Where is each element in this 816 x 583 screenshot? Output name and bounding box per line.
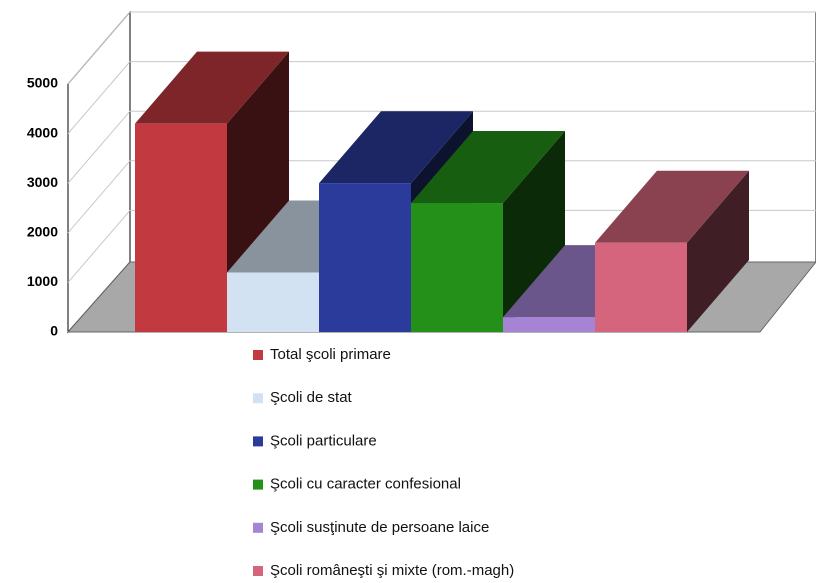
y-tick-label: 3000 [27,174,58,190]
bar [319,183,411,332]
bar-top [319,111,473,184]
grid-line [67,61,131,134]
legend-swatch [253,393,263,404]
legend-swatch [253,350,263,360]
grid-line [67,210,131,283]
y-tick-label: 5000 [27,75,58,91]
legend-swatch [253,522,263,533]
bar [135,123,227,333]
bar-top [411,131,565,204]
legend-label: Şcoli susţinute de persoane laice [270,519,489,536]
legend-swatch [253,479,263,490]
legend-label: Şcoli cu caracter confesional [270,476,461,493]
legend-swatch [253,436,263,447]
legend-label: Total şcoli primare [270,346,391,363]
bar-top [135,51,289,124]
legend-label: Şcoli particulare [270,432,377,449]
grid-line [67,160,131,234]
legend-swatch [253,566,263,576]
bar [595,242,687,332]
y-tick-label: 1000 [27,273,58,289]
bar-top [595,170,749,243]
legend-label: Şcoli de stat [270,389,353,406]
grid-line [67,110,131,184]
bar [503,317,595,332]
bar [411,203,503,332]
y-tick-label: 4000 [27,124,58,140]
bar-side [687,170,749,332]
bar [227,272,319,332]
legend-label: Şcoli româneşti şi mixte (rom.-magh) [270,562,514,579]
grid-line [67,11,131,85]
y-tick-label: 0 [50,323,58,339]
bar-side [503,131,565,332]
y-tick-label: 2000 [27,224,58,240]
